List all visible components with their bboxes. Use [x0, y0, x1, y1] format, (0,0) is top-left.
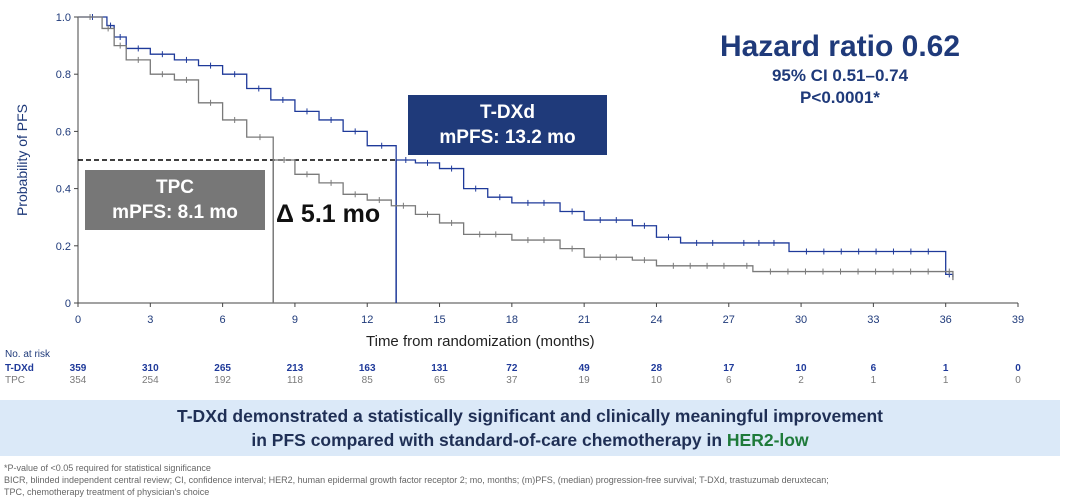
y-axis-label: Probability of PFS [14, 103, 30, 217]
risk-cell: 65 [433, 375, 446, 386]
risk-cell: 118 [286, 375, 303, 386]
y-tick-label: 0.6 [56, 126, 71, 138]
risk-cell: 359 [69, 363, 87, 374]
footnote: BICR, blinded independent central review… [4, 475, 829, 485]
x-tick-label: 27 [723, 314, 735, 326]
x-tick-label: 21 [578, 314, 590, 326]
hazard-ratio-block: Hazard ratio 0.62 95% CI 0.51–0.74 P<0.0… [690, 30, 990, 108]
tdxd-label: T-DXd [480, 102, 535, 123]
x-tick-label: 0 [75, 314, 81, 326]
risk-cell: 1 [942, 363, 949, 374]
risk-cell: 17 [723, 363, 735, 374]
y-tick-label: 0.8 [56, 69, 71, 81]
banner-highlight: HER2-low [726, 430, 809, 450]
risk-cell: 6 [870, 363, 877, 374]
x-tick-label: 39 [1012, 314, 1024, 326]
km-chart: 00.20.40.60.81.00 3 6 9 12 15 18 21 24 27 30 33 36 39 [56, 12, 1024, 326]
risk-cell: 354 [69, 375, 87, 386]
risk-cell: 310 [141, 363, 159, 374]
banner-line1: T-DXd demonstrated a statistically signi… [177, 406, 883, 426]
risk-cell: 2 [798, 375, 804, 386]
risk-cell: 265 [214, 363, 231, 374]
risk-cell: 254 [141, 375, 159, 386]
risk-cell: 192 [214, 375, 231, 386]
y-tick-label: 0.4 [56, 184, 71, 196]
x-tick-label: 12 [361, 314, 373, 326]
x-tick-label: 3 [147, 314, 153, 326]
x-tick-label: 6 [220, 314, 226, 326]
risk-cell: 85 [361, 375, 373, 386]
footnote: TPC, chemotherapy treatment of physician… [4, 487, 210, 497]
risk-cell: 0 [1015, 375, 1021, 386]
risk-row-label: TPC [5, 375, 25, 386]
tpc-median-box: TPC mPFS: 8.1 mo [85, 170, 265, 230]
risk-cell: 49 [578, 363, 590, 374]
tdxd-median-box: T-DXd mPFS: 13.2 mo [408, 95, 607, 155]
tpc-mpfs: mPFS: 8.1 mo [112, 202, 238, 223]
risk-cell: 1 [870, 375, 877, 386]
y-tick-label: 1.0 [56, 12, 71, 24]
x-tick-label: 30 [795, 314, 807, 326]
risk-cell: 10 [795, 363, 807, 374]
banner-line2: in PFS compared with standard-of-care ch… [251, 430, 727, 450]
risk-cell: 10 [650, 375, 663, 386]
p-value: P<0.0001* [800, 88, 880, 107]
risk-cell: 72 [506, 363, 518, 374]
risk-cell: 0 [1015, 363, 1021, 374]
risk-cell: 19 [578, 375, 590, 386]
tdxd-mpfs: mPFS: 13.2 mo [439, 127, 576, 148]
x-axis-label: Time from randomization (months) [366, 333, 595, 350]
risk-cell: 163 [358, 363, 376, 374]
x-tick-label: 33 [867, 314, 879, 326]
hazard-ratio: Hazard ratio 0.62 [719, 30, 961, 63]
delta-label: Δ 5.1 mo [276, 200, 381, 228]
x-tick-label: 24 [650, 314, 662, 326]
x-tick-label: 9 [292, 314, 298, 326]
x-tick-label: 18 [506, 314, 518, 326]
risk-cell: 213 [286, 363, 304, 374]
km-curve-tpc [78, 16, 954, 281]
y-tick-label: 0.2 [56, 241, 71, 253]
x-tick-label: 15 [433, 314, 445, 326]
risk-row-label: T-DXd [5, 363, 34, 374]
footnotes: *P-value of <0.05 required for statistic… [4, 462, 829, 498]
tpc-label: TPC [156, 177, 194, 198]
x-tick-label: 36 [940, 314, 952, 326]
confidence-interval: 95% CI 0.51–0.74 [771, 66, 909, 85]
conclusion-banner: T-DXd demonstrated a statistically signi… [0, 400, 1060, 456]
footnote: *P-value of <0.05 required for statistic… [4, 463, 211, 473]
risk-cell: 28 [650, 363, 663, 374]
risk-cell: 131 [431, 363, 448, 374]
km-curve-t-dxd [78, 16, 954, 278]
y-tick-label: 0 [65, 298, 71, 310]
risk-table-title: No. at risk [5, 349, 51, 360]
risk-cell: 37 [506, 375, 518, 386]
risk-cell: 1 [942, 375, 949, 386]
risk-cell: 6 [725, 375, 732, 386]
